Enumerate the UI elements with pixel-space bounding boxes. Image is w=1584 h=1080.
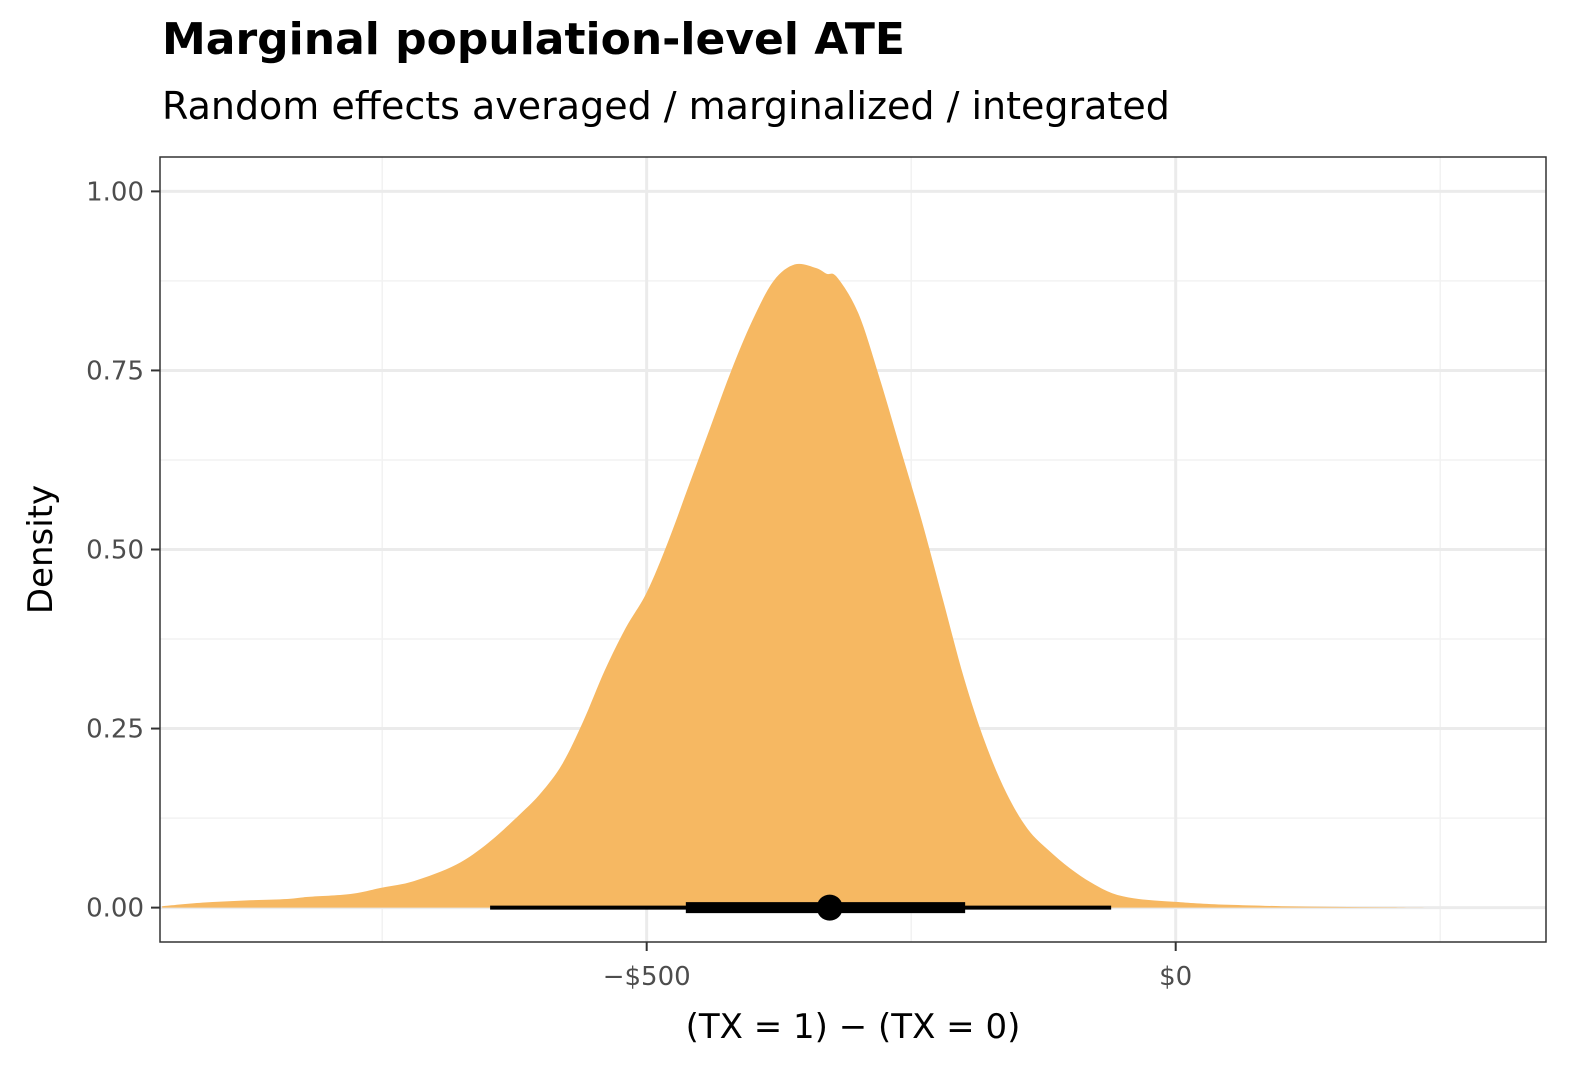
y-tick-label: 0.75: [86, 356, 144, 386]
y-tick-label: 1.00: [86, 177, 144, 207]
y-tick-label: 0.00: [86, 894, 144, 924]
y-axis-title: Density: [21, 485, 61, 614]
y-tick-label: 0.50: [86, 536, 144, 566]
point-estimate: [816, 894, 843, 921]
x-axis: −$500 $0: [603, 942, 1192, 992]
point-interval: [490, 894, 1112, 921]
x-tick-label: $0: [1159, 962, 1192, 992]
chart-subtitle: Random effects averaged / marginalized /…: [162, 84, 1170, 128]
y-axis: 0.00 0.25 0.50 0.75 1.00: [86, 177, 160, 924]
y-tick-label: 0.25: [86, 715, 144, 745]
density-area: [162, 263, 1441, 908]
x-tick-label: −$500: [603, 962, 691, 992]
chart-title: Marginal population-level ATE: [162, 14, 905, 65]
x-axis-title: (TX = 1) − (TX = 0): [686, 1007, 1021, 1047]
